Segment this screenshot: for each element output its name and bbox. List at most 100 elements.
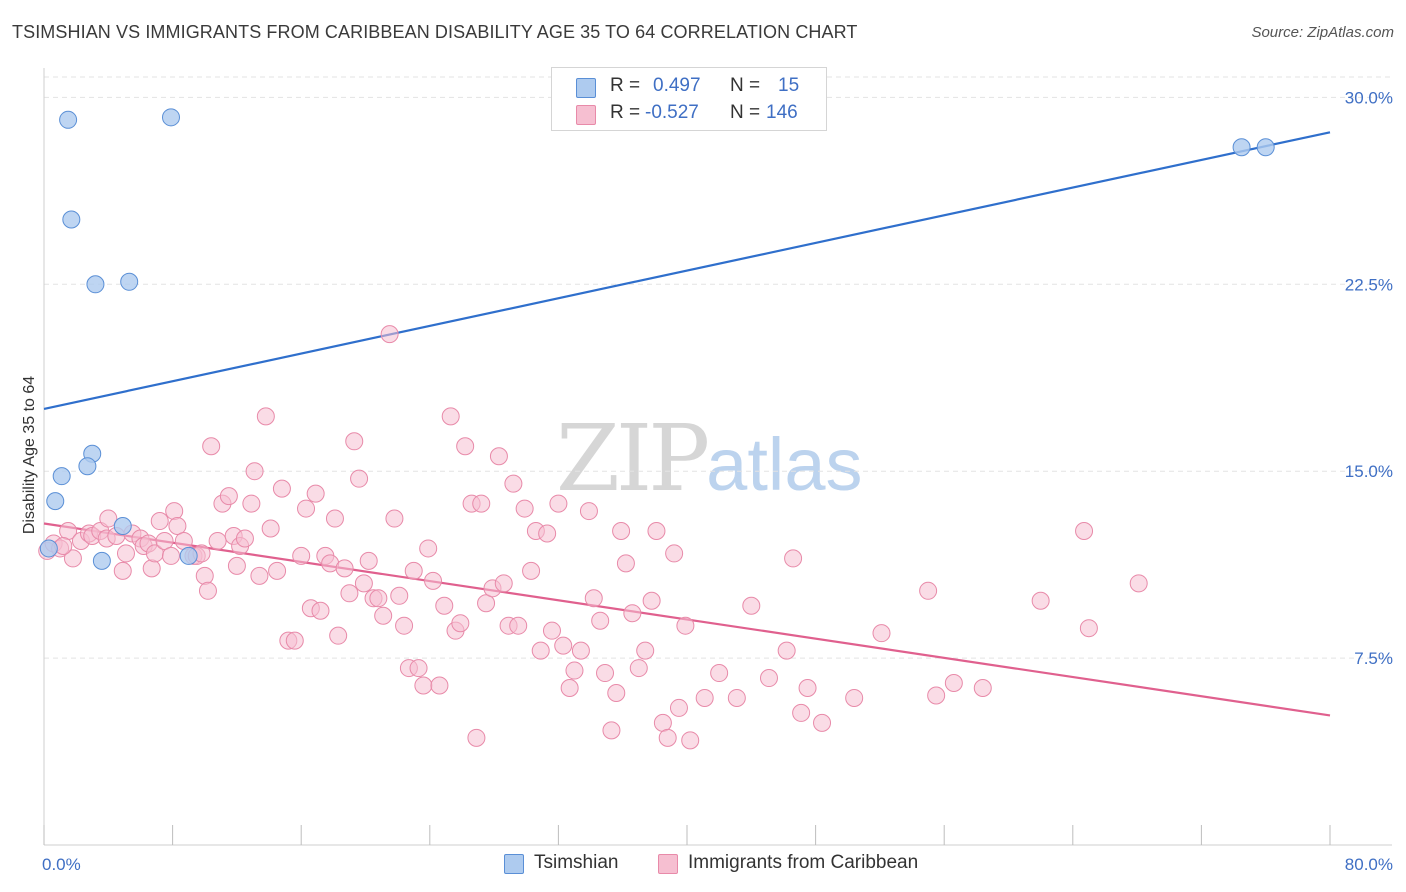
point-caribbean xyxy=(419,539,438,558)
watermark: ZIPatlas xyxy=(556,405,862,512)
point-caribbean xyxy=(777,641,796,660)
point-caribbean xyxy=(927,686,946,705)
point-caribbean xyxy=(591,611,610,630)
tick-labels: 7.5% 15.0% 22.5% 30.0% 0.0% 80.0% Disability A… xyxy=(21,88,1393,874)
legend-r-label: R = xyxy=(610,102,641,123)
point-caribbean xyxy=(142,559,161,578)
point-caribbean xyxy=(571,641,590,660)
point-caribbean xyxy=(710,664,729,683)
legend-row-caribbean: R = -0.527 N = 146 xyxy=(552,102,826,128)
point-tsimshian xyxy=(1256,138,1275,157)
point-caribbean xyxy=(653,713,672,732)
point-caribbean xyxy=(202,437,221,456)
data-points xyxy=(38,108,1275,750)
point-caribbean xyxy=(359,551,378,570)
point-caribbean xyxy=(813,713,832,732)
point-caribbean xyxy=(350,469,369,488)
point-caribbean xyxy=(612,522,631,540)
point-caribbean xyxy=(504,474,523,493)
point-caribbean xyxy=(219,487,238,506)
point-caribbean xyxy=(973,679,992,697)
chart-title: TSIMSHIAN VS IMMIGRANTS FROM CARIBBEAN D… xyxy=(12,22,858,42)
correlation-legend: R = 0.497 N = 15 R = -0.527 N = 146 xyxy=(551,67,827,131)
point-caribbean xyxy=(542,621,561,640)
point-caribbean xyxy=(845,688,864,707)
x-tick-label: 80.0% xyxy=(1345,855,1393,874)
point-caribbean xyxy=(161,546,180,565)
point-caribbean xyxy=(742,596,761,615)
point-caribbean xyxy=(456,437,475,456)
point-caribbean xyxy=(354,574,373,593)
legend-r-value: 0.497 xyxy=(653,75,701,96)
point-tsimshian xyxy=(1232,138,1251,157)
point-caribbean xyxy=(565,661,584,680)
point-caribbean xyxy=(727,688,746,707)
legend-n-value: 15 xyxy=(778,75,800,96)
point-caribbean xyxy=(297,499,316,518)
point-caribbean xyxy=(306,484,325,503)
point-caribbean xyxy=(374,606,393,625)
point-caribbean xyxy=(695,688,714,707)
point-caribbean xyxy=(919,581,938,600)
x-tick-label: 0.0% xyxy=(42,855,81,874)
point-caribbean xyxy=(395,616,414,635)
y-axis-label: Disability Age 35 to 64 xyxy=(21,376,38,534)
point-caribbean xyxy=(99,509,118,528)
point-caribbean xyxy=(676,616,695,635)
watermark-zip: ZIP xyxy=(556,405,710,512)
point-tsimshian xyxy=(52,467,71,486)
point-caribbean xyxy=(195,566,214,585)
point-tsimshian xyxy=(86,275,105,294)
bottom-swatch-caribbean xyxy=(658,854,678,874)
point-tsimshian xyxy=(39,539,58,558)
bottom-legend-label: Immigrants from Caribbean xyxy=(688,852,919,873)
point-caribbean xyxy=(477,594,496,613)
point-caribbean xyxy=(435,596,454,615)
point-caribbean xyxy=(681,731,700,750)
point-caribbean xyxy=(272,479,291,498)
point-caribbean xyxy=(944,674,963,693)
point-caribbean xyxy=(798,679,817,697)
point-caribbean xyxy=(616,554,635,573)
point-caribbean xyxy=(489,447,508,466)
watermark-atlas: atlas xyxy=(706,423,863,506)
point-caribbean xyxy=(515,499,534,518)
point-caribbean xyxy=(380,325,399,344)
legend-row-tsimshian: R = 0.497 N = 15 xyxy=(552,75,826,101)
point-caribbean xyxy=(602,721,621,740)
point-caribbean xyxy=(658,728,677,747)
point-caribbean xyxy=(467,728,486,747)
point-caribbean xyxy=(1075,522,1094,540)
y-tick-label: 22.5% xyxy=(1345,275,1393,294)
point-caribbean xyxy=(165,502,184,521)
y-tick-label: 15.0% xyxy=(1345,462,1393,481)
point-tsimshian xyxy=(46,492,65,511)
point-caribbean xyxy=(198,581,217,600)
point-tsimshian xyxy=(62,210,81,229)
point-caribbean xyxy=(451,614,470,633)
point-caribbean xyxy=(1031,591,1050,610)
point-caribbean xyxy=(872,624,891,643)
point-caribbean xyxy=(168,517,187,536)
point-caribbean xyxy=(245,462,264,481)
grid-lines xyxy=(44,76,1392,659)
point-caribbean xyxy=(227,556,246,575)
point-caribbean xyxy=(116,544,135,563)
point-caribbean xyxy=(390,586,409,605)
point-caribbean xyxy=(404,561,423,580)
legend-swatch-tsimshian xyxy=(576,78,596,98)
point-caribbean xyxy=(472,494,491,513)
y-tick-label: 7.5% xyxy=(1354,649,1393,668)
point-caribbean xyxy=(579,502,598,521)
point-caribbean xyxy=(792,703,811,722)
point-caribbean xyxy=(268,561,287,580)
point-tsimshian xyxy=(179,546,198,565)
bottom-swatch-tsimshian xyxy=(504,854,524,874)
point-caribbean xyxy=(596,664,615,683)
point-caribbean xyxy=(63,549,82,568)
point-caribbean xyxy=(329,626,348,645)
point-caribbean xyxy=(311,601,330,620)
point-caribbean xyxy=(1079,619,1098,638)
legend-n-label: N = xyxy=(730,102,761,123)
